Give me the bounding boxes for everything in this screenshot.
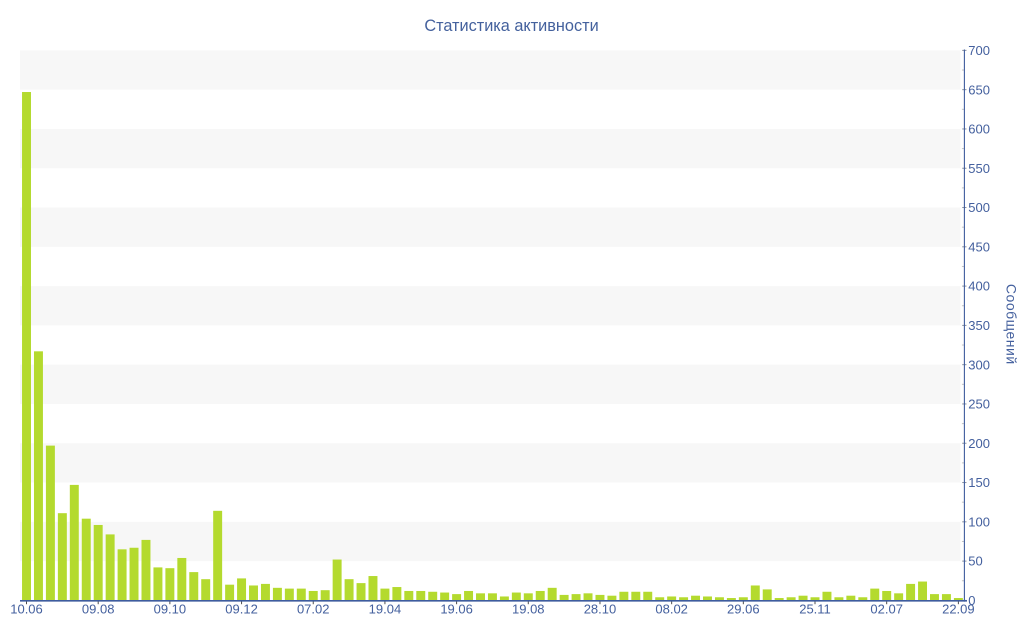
svg-text:08.02: 08.02 xyxy=(655,602,688,617)
svg-text:250: 250 xyxy=(968,397,990,412)
svg-text:150: 150 xyxy=(968,475,990,490)
svg-text:09.08: 09.08 xyxy=(82,602,115,617)
svg-text:07.02: 07.02 xyxy=(297,602,330,617)
svg-text:700: 700 xyxy=(968,43,990,58)
svg-text:300: 300 xyxy=(968,357,990,372)
svg-text:22.09: 22.09 xyxy=(942,602,975,617)
svg-text:Статистика активности: Статистика активности xyxy=(424,17,598,35)
svg-text:Сообщений: Сообщений xyxy=(1004,284,1020,365)
svg-text:50: 50 xyxy=(968,554,982,569)
svg-text:10.06: 10.06 xyxy=(10,602,43,617)
svg-text:450: 450 xyxy=(968,239,990,254)
svg-text:25.11: 25.11 xyxy=(799,602,831,617)
svg-text:19.08: 19.08 xyxy=(512,602,545,617)
svg-text:09.12: 09.12 xyxy=(225,602,258,617)
svg-text:400: 400 xyxy=(968,279,990,294)
svg-text:650: 650 xyxy=(968,82,990,97)
svg-text:09.10: 09.10 xyxy=(154,602,187,617)
svg-text:350: 350 xyxy=(968,318,990,333)
svg-text:600: 600 xyxy=(968,122,990,137)
svg-text:29.06: 29.06 xyxy=(727,602,760,617)
svg-text:100: 100 xyxy=(968,514,990,529)
svg-text:550: 550 xyxy=(968,161,990,176)
svg-text:500: 500 xyxy=(968,200,990,215)
svg-text:19.04: 19.04 xyxy=(369,602,402,617)
svg-text:0: 0 xyxy=(968,593,975,608)
svg-text:200: 200 xyxy=(968,436,990,451)
svg-text:28.10: 28.10 xyxy=(584,602,617,617)
svg-text:02.07: 02.07 xyxy=(870,602,903,617)
svg-text:19.06: 19.06 xyxy=(440,602,473,617)
